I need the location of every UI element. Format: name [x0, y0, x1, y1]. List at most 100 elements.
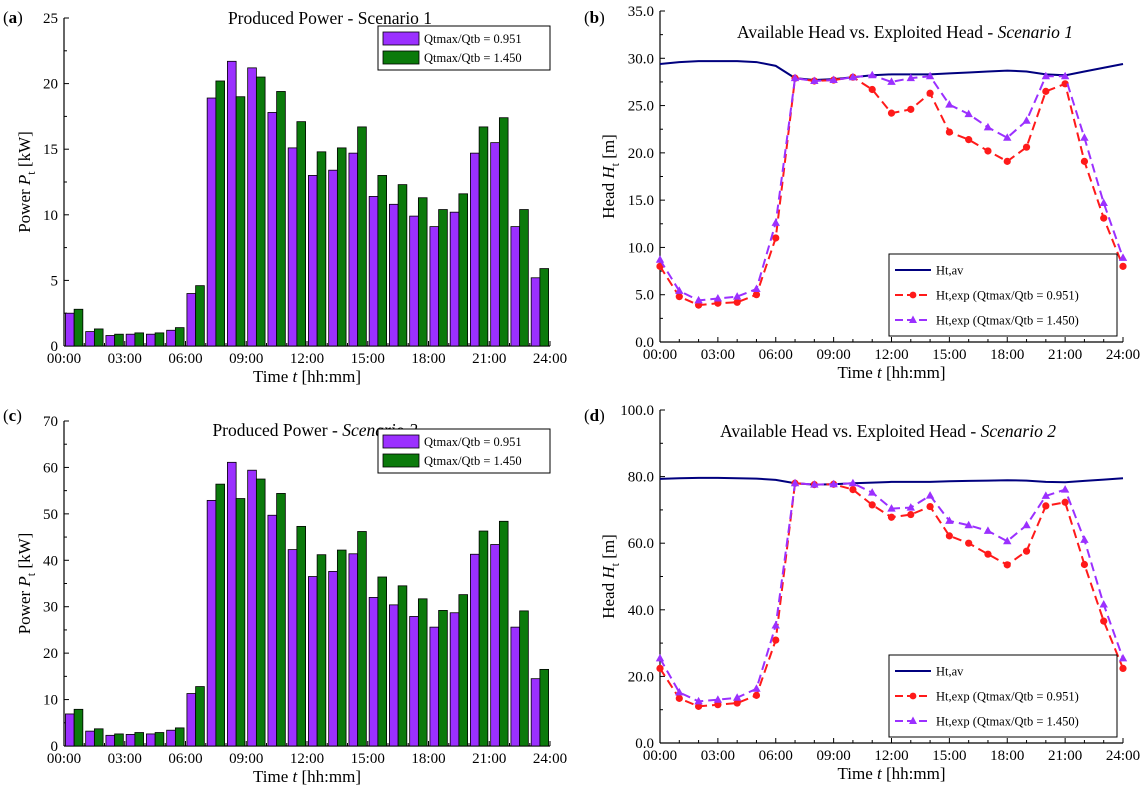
x-tick-label: 06:00 — [168, 751, 202, 767]
chart-d-svg: (d) Available Head vs. Exploited Head - S… — [584, 403, 1140, 783]
data-point-circle — [1022, 143, 1031, 151]
bar-green — [438, 209, 448, 347]
y-tick-label: 80.0 — [628, 470, 654, 486]
data-point-circle — [1119, 262, 1127, 270]
data-point-triangle — [752, 684, 761, 692]
data-point-circle — [965, 136, 973, 144]
y-tick-label: 0 — [51, 339, 59, 355]
bar-purple — [186, 293, 197, 347]
bar-purple — [348, 152, 359, 347]
legend-swatch — [382, 453, 420, 468]
x-tick-label: 21:00 — [1048, 347, 1082, 363]
y-tick-label: 5 — [51, 273, 59, 289]
legend-swatch — [382, 31, 420, 46]
bar-purple — [85, 331, 95, 347]
legend-marker — [909, 716, 917, 724]
x-tick-label: 00:00 — [643, 748, 677, 764]
data-point-triangle — [1080, 133, 1089, 141]
y-tick-label: 40.0 — [628, 603, 654, 619]
x-tick-label: 24:00 — [1106, 748, 1140, 764]
data-point-triangle — [790, 73, 800, 82]
x-tick-label: 00:00 — [643, 347, 677, 363]
y-tick-label: 60 — [43, 460, 58, 476]
y-tick-label: 20.0 — [628, 146, 654, 162]
data-point-circle — [1042, 502, 1050, 510]
data-point-circle — [1061, 498, 1069, 506]
data-point-triangle — [655, 255, 665, 263]
legend-label: Qtmax/Qtb = 1.450 — [424, 454, 522, 468]
data-point-circle — [984, 147, 992, 155]
chart-c-svg: (c)Produced Power - Scenario 20102030405… — [3, 406, 567, 786]
x-tick-label: 18:00 — [990, 347, 1024, 363]
data-point-circle — [714, 701, 722, 709]
data-point-circle — [1022, 547, 1031, 555]
data-point-circle — [675, 293, 683, 301]
x-tick-label: 24:00 — [533, 351, 567, 367]
data-point-triangle — [1041, 71, 1051, 80]
bar-green — [73, 308, 84, 347]
chart-group: (a) Produced Power - Scenario 1 0 5 10 15 20 25… — [3, 8, 567, 386]
bar-purple — [166, 729, 176, 747]
chart-a-svg: (a) Produced Power - Scenario 1 0 5 10 15 20 25… — [3, 8, 567, 386]
bar-purple — [105, 734, 116, 747]
bar-green — [235, 96, 246, 347]
data-point-circle — [1080, 560, 1089, 569]
data-point-circle — [752, 691, 761, 699]
data-point-triangle — [829, 75, 838, 84]
y-tick-label: 10.0 — [628, 240, 654, 256]
data-point-triangle — [1099, 198, 1108, 206]
x-tick-label: 00:00 — [47, 351, 81, 367]
data-point-circle — [868, 85, 876, 94]
x-tick-label: 06:00 — [759, 748, 793, 764]
bar-green — [195, 686, 205, 747]
data-point-triangle — [925, 71, 935, 80]
bar-purple — [328, 169, 338, 347]
bar-green — [498, 117, 509, 347]
data-point-triangle — [868, 488, 877, 496]
data-point-circle — [694, 702, 703, 710]
data-point-triangle — [1060, 485, 1070, 493]
bar-purple — [65, 713, 75, 747]
chart-title: Available Head vs. Exploited Head - Scen… — [720, 421, 1056, 441]
data-point-circle — [1100, 214, 1108, 222]
chart-title: Available Head vs. Exploited Head - Scen… — [737, 22, 1073, 42]
y-tick-label: 40 — [43, 553, 58, 569]
legend-swatch — [382, 434, 420, 449]
bar-green — [174, 327, 185, 347]
x-tick-label: 09:00 — [229, 751, 263, 767]
data-point-circle — [907, 510, 915, 519]
bar-purple — [267, 514, 278, 747]
bar-purple — [65, 312, 75, 347]
bar-purple — [105, 335, 116, 347]
bar-green — [134, 732, 144, 747]
bar-purple — [227, 60, 237, 347]
x-axis-label: Time t [hh:mm] — [253, 767, 361, 786]
x-tick-label: 03:00 — [701, 748, 735, 764]
data-point-circle — [1061, 80, 1069, 88]
panel-label: (a) — [3, 8, 23, 27]
data-point-circle — [965, 539, 973, 547]
legend-label: Ht,exp (Qtmax/Qtb = 0.951) — [936, 289, 1079, 303]
bar-green — [417, 598, 428, 747]
bar-green — [539, 268, 549, 347]
bar-purple — [530, 277, 541, 347]
data-point-triangle — [732, 693, 742, 701]
x-tick-label: 24:00 — [533, 751, 567, 767]
data-point-circle — [733, 699, 741, 707]
data-point-triangle — [887, 77, 896, 85]
bar-green — [296, 525, 306, 747]
bar-green — [215, 80, 225, 347]
bar-green — [397, 585, 408, 747]
data-point-triangle — [810, 76, 819, 84]
data-point-triangle — [1003, 133, 1012, 141]
data-point-triangle — [675, 687, 684, 696]
bar-purple — [389, 203, 399, 347]
data-point-triangle — [868, 70, 877, 79]
bar-purple — [206, 97, 217, 347]
data-point-triangle — [887, 504, 896, 512]
data-point-triangle — [694, 295, 703, 304]
bar-purple — [449, 612, 460, 747]
bar-green — [316, 554, 327, 747]
bar-green — [438, 610, 448, 747]
x-tick-label: 12:00 — [874, 748, 908, 764]
